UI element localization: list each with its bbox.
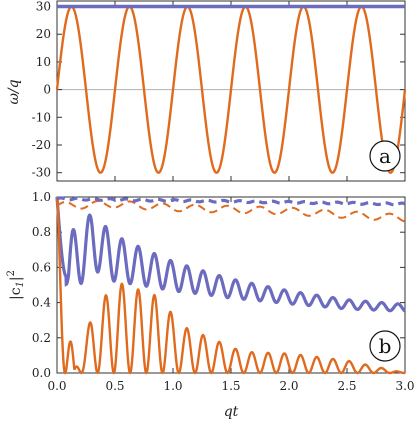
panel-b-x-ticks: 0.0 0.5 1.0 1.5 2.0 2.5 3.0 [47,197,415,393]
panel-a-y-tick-label: 30 [36,0,51,14]
panel-b-y-tick-label: 0.0 [32,366,51,380]
y-label-sub: 1 [15,281,26,287]
panel-a-y-tick-label: 10 [36,55,51,69]
panel-b-x-tick-label: 1.5 [221,379,240,393]
panel-b-y-axis-label: |c1|2 [6,270,26,300]
panel-b: 0.0 0.2 0.4 0.6 0.8 1.0 0.0 0.5 1.0 1.5 2.0 2.5 3.0… [6,190,415,420]
panel-a-series [55,4,407,174]
panel-a-y-axis-label: ω/q [6,79,22,104]
panel-b-series-blue-solid [55,196,406,313]
panel-b-y-tick-label: 0.2 [32,331,51,345]
panel-b-series [55,196,406,375]
panel-a-series-orange [55,5,407,174]
panel-a-y-tick-label: -20 [32,138,51,152]
panel-b-x-tick-label: 3.0 [395,379,414,393]
y-label-tail: | [8,276,24,281]
panel-b-x-tick-label: 1.0 [163,379,182,393]
panel-a-letter: a [379,144,391,168]
panel-b-x-tick-label: 2.5 [337,379,356,393]
panel-b-y-tick-label: 0.4 [32,296,51,310]
panel-b-letter-badge: b [369,330,401,362]
panel-b-series-orange-dashed [56,200,406,223]
panel-b-letter: b [379,334,392,358]
panel-b-series-orange-solid [55,196,405,375]
y-label-sup: 2 [6,270,17,276]
panel-b-y-tick-label: 1.0 [32,190,51,204]
panel-b-letter-circle [369,330,401,362]
panel-b-y-ticks: 0.0 0.2 0.4 0.6 0.8 1.0 [32,190,405,380]
panel-a-y-tick-label: -30 [32,166,51,180]
panel-b-y-tick-label: 0.8 [32,225,51,239]
panel-b-x-tick-label: 0.5 [105,379,124,393]
panel-b-x-tick-label: 2.0 [279,379,298,393]
y-label-main: |c [8,287,24,300]
panel-a-y-tick-label: -10 [32,110,51,124]
panel-a-letter-badge: a [369,140,401,172]
panel-a-y-ticks: -30 -20 -10 0 10 20 30 [32,0,406,181]
panel-a-y-tick-label: 20 [36,27,51,41]
panel-b-x-tick-label: 0.0 [47,379,66,393]
panel-a-letter-circle [369,140,401,172]
panel-b-x-axis-label: qt [224,404,239,420]
panel-a: -30 -20 -10 0 10 20 30 ω/q a [6,0,407,182]
panel-a-y-tick-label: 0 [43,83,51,97]
panel-b-series-blue-dashed [56,196,406,207]
panel-b-y-tick-label: 0.6 [32,260,51,274]
